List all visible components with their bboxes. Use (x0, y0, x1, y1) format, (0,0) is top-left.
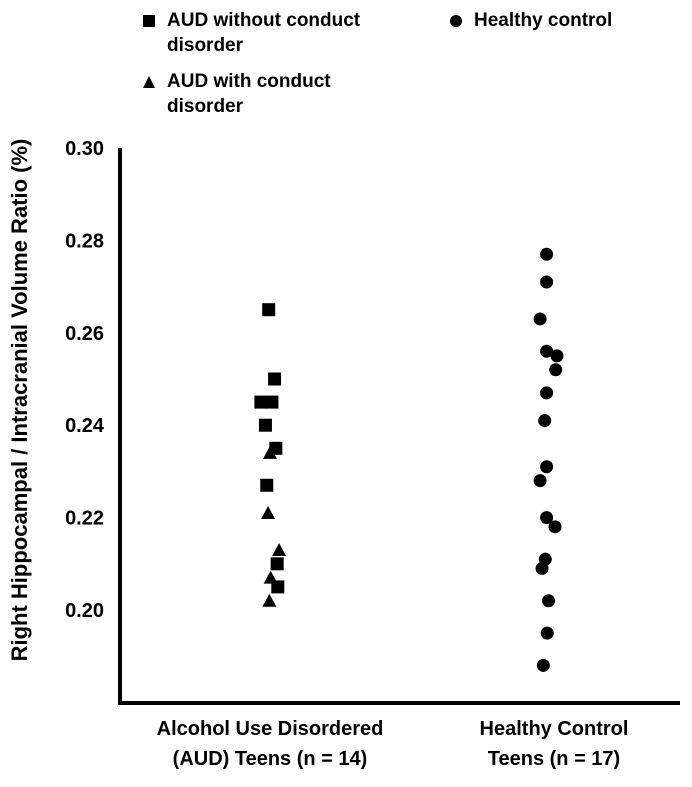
x-category-label-healthy: Healthy Control Teens (n = 17) (479, 718, 629, 770)
square-marker-icon (143, 15, 155, 27)
data-point-triangle (262, 593, 277, 607)
data-point-circle (540, 511, 554, 525)
x-category-label-aud: Alcohol Use Disordered (AUD) Teens (n = … (156, 718, 384, 770)
data-point-circle (535, 561, 549, 575)
y-tick-label: 0.26 (65, 323, 104, 345)
data-point-circle (540, 460, 554, 474)
data-point-square (260, 478, 274, 492)
data-point-circle (550, 349, 564, 363)
legend-label: Healthy control (474, 10, 613, 31)
legend-label: AUD without conduct disorder (167, 10, 361, 56)
data-point-circle (548, 520, 562, 534)
data-point-triangle (272, 542, 287, 556)
y-tick-label: 0.24 (65, 415, 105, 437)
data-point-square (270, 557, 284, 571)
data-point-circle (536, 658, 550, 672)
y-tick-label: 0.30 (65, 138, 104, 160)
y-tick-label: 0.22 (65, 508, 104, 530)
data-point-square (265, 395, 279, 409)
data-point-circle (540, 275, 554, 289)
data-point-circle (542, 594, 556, 608)
circle-marker-icon (450, 15, 462, 27)
y-tick-label: 0.20 (65, 600, 104, 622)
data-point-circle (540, 344, 554, 358)
y-tick-label: 0.28 (65, 230, 104, 252)
data-point-circle (540, 386, 554, 400)
data-point-circle (540, 626, 554, 640)
data-point-square (268, 372, 282, 386)
data-point-square (262, 303, 276, 317)
data-point-triangle (263, 445, 277, 459)
data-point-circle (533, 312, 547, 326)
data-point-circle (538, 414, 552, 428)
data-point-square (258, 418, 272, 432)
data-point-triangle (263, 570, 278, 584)
data-point-circle (533, 474, 547, 488)
legend-label: AUD with conduct disorder (167, 71, 331, 117)
triangle-marker-icon (143, 76, 155, 88)
data-point-triangle (261, 505, 276, 519)
data-point-square (254, 395, 268, 409)
data-point-circle (540, 247, 554, 261)
data-point-circle (549, 363, 563, 377)
